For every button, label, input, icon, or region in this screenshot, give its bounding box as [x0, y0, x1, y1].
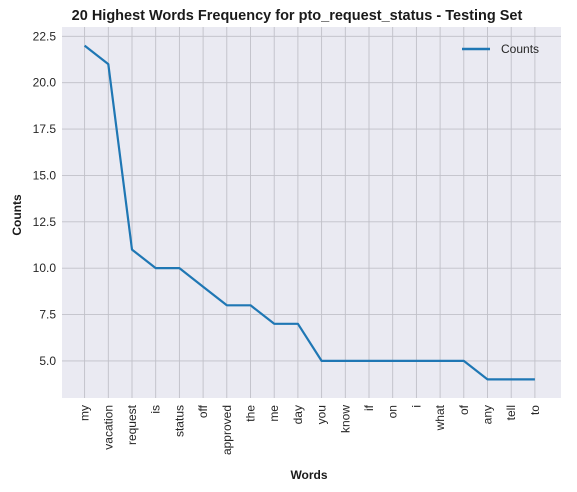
- x-tick-label: you: [315, 405, 329, 424]
- x-axis-ticks: my vacation request is status off approved the m…: [78, 404, 542, 455]
- y-tick-label: 20.0: [33, 76, 57, 90]
- x-tick-label: what: [433, 404, 447, 431]
- y-tick-label: 22.5: [33, 29, 57, 43]
- x-tick-label: vacation: [101, 405, 115, 450]
- y-tick-label: 15.0: [33, 168, 57, 182]
- x-tick-label: is: [149, 405, 163, 414]
- y-axis-ticks: 5.0 7.5 10.0 12.5 15.0 17.5 20.0 22.5: [33, 29, 57, 368]
- x-tick-label: of: [457, 404, 471, 415]
- y-tick-label: 12.5: [33, 215, 57, 229]
- x-tick-label: off: [196, 404, 210, 418]
- legend: Counts: [462, 42, 539, 56]
- x-tick-label: if: [362, 404, 376, 411]
- y-tick-label: 17.5: [33, 122, 57, 136]
- legend-label-counts: Counts: [501, 42, 539, 56]
- x-tick-label: tell: [504, 405, 518, 420]
- x-tick-label: me: [267, 405, 281, 422]
- x-tick-label: to: [528, 405, 542, 415]
- series-group: [83, 44, 535, 381]
- x-tick-label: know: [338, 405, 352, 433]
- y-tick-label: 10.0: [33, 261, 57, 275]
- x-axis-label: Words: [290, 468, 327, 482]
- y-axis-label: Counts: [10, 194, 24, 236]
- x-tick-label: on: [386, 405, 400, 418]
- y-tick-label: 5.0: [39, 354, 56, 368]
- x-tick-label: i: [409, 405, 423, 408]
- grid: [62, 27, 561, 398]
- y-tick-label: 7.5: [39, 308, 56, 322]
- x-tick-label: day: [291, 405, 305, 424]
- x-tick-label: request: [125, 404, 139, 445]
- series-line-counts: [83, 44, 535, 381]
- x-tick-label: my: [78, 405, 92, 421]
- x-tick-label: any: [481, 405, 495, 424]
- plot-area: [62, 27, 561, 398]
- x-tick-label: approved: [220, 405, 234, 455]
- x-tick-label: the: [244, 405, 258, 422]
- x-tick-label: status: [172, 405, 186, 437]
- chart-title: 20 Highest Words Frequency for pto_reque…: [72, 8, 523, 24]
